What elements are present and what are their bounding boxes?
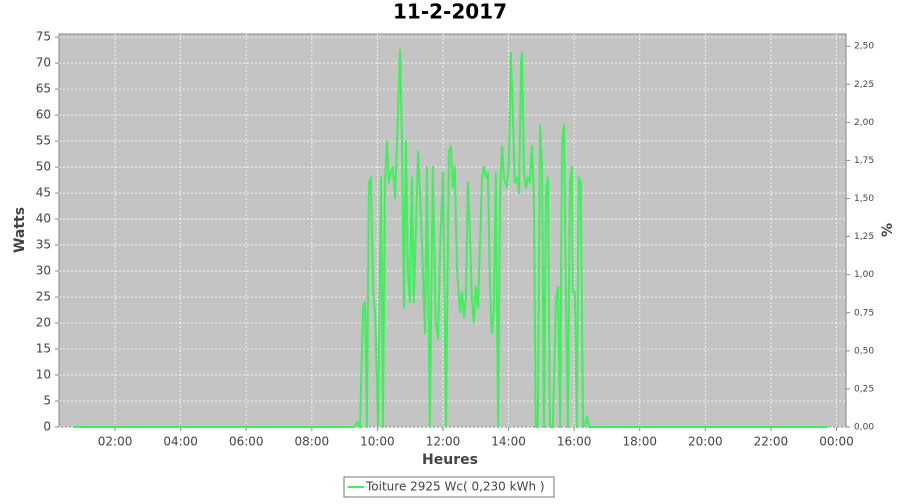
y-tick-label: 25 xyxy=(36,290,51,304)
plot-area xyxy=(58,33,847,428)
chart-title: 11-2-2017 xyxy=(393,0,507,24)
x-tick-label: 02:00 xyxy=(98,435,133,449)
y2-tick-label: 1,50 xyxy=(854,194,874,204)
x-tick-label: 12:00 xyxy=(426,435,461,449)
series-line xyxy=(73,49,828,428)
y-tick-label: 35 xyxy=(36,238,51,252)
y-tick-label: 40 xyxy=(36,212,51,226)
legend: Toiture 2925 Wc( 0,230 kWh ) xyxy=(343,476,555,498)
y-tick-label: 30 xyxy=(36,264,51,278)
y-tick-label: 55 xyxy=(36,134,51,148)
y2-tick-label: 2,00 xyxy=(854,118,874,128)
y-tick-label: 20 xyxy=(36,316,51,330)
grid xyxy=(59,34,846,428)
x-tick-label: 04:00 xyxy=(163,435,198,449)
y2-tick-label: 1,25 xyxy=(854,232,874,242)
y-tick-label: 5 xyxy=(43,394,51,408)
x-tick-label: 08:00 xyxy=(295,435,330,449)
y-tick-label: 75 xyxy=(36,30,51,44)
y2-tick-label: 0,00 xyxy=(854,423,874,433)
x-tick-label: 16:00 xyxy=(557,435,592,449)
x-tick-label: 20:00 xyxy=(688,435,723,449)
x-tick-label: 18:00 xyxy=(622,435,657,449)
x-tick-label: 06:00 xyxy=(229,435,264,449)
legend-box xyxy=(343,476,555,498)
x-tick-label: 10:00 xyxy=(360,435,395,449)
y-tick-label: 70 xyxy=(36,56,51,70)
y-tick-label: 65 xyxy=(36,82,51,96)
y-tick-label: 60 xyxy=(36,108,51,122)
y-tick-label: 10 xyxy=(36,368,51,382)
y-tick-label: 0 xyxy=(43,420,51,434)
y-tick-label: 45 xyxy=(36,186,51,200)
y2-tick-label: 1,75 xyxy=(854,156,874,166)
y-tick-label: 50 xyxy=(36,160,51,174)
x-axis-title: Heures xyxy=(422,452,478,468)
y2-tick-label: 2,50 xyxy=(854,42,874,52)
x-tick-label: 14:00 xyxy=(491,435,526,449)
y-axis-title: Watts xyxy=(12,207,28,253)
y2-tick-label: 0,75 xyxy=(854,308,874,318)
y2-tick-label: 1,00 xyxy=(854,270,874,280)
y-tick-label: 15 xyxy=(36,342,51,356)
legend-label: Toiture 2925 Wc( 0,230 kWh ) xyxy=(365,480,545,494)
y2-tick-label: 0,25 xyxy=(854,384,874,394)
y2-tick-label: 2,25 xyxy=(854,80,874,90)
y2-axis-title: % xyxy=(880,223,896,237)
y2-tick-label: 0,50 xyxy=(854,346,874,356)
x-tick-label: 22:00 xyxy=(754,435,789,449)
x-tick-label: 00:00 xyxy=(819,435,854,449)
